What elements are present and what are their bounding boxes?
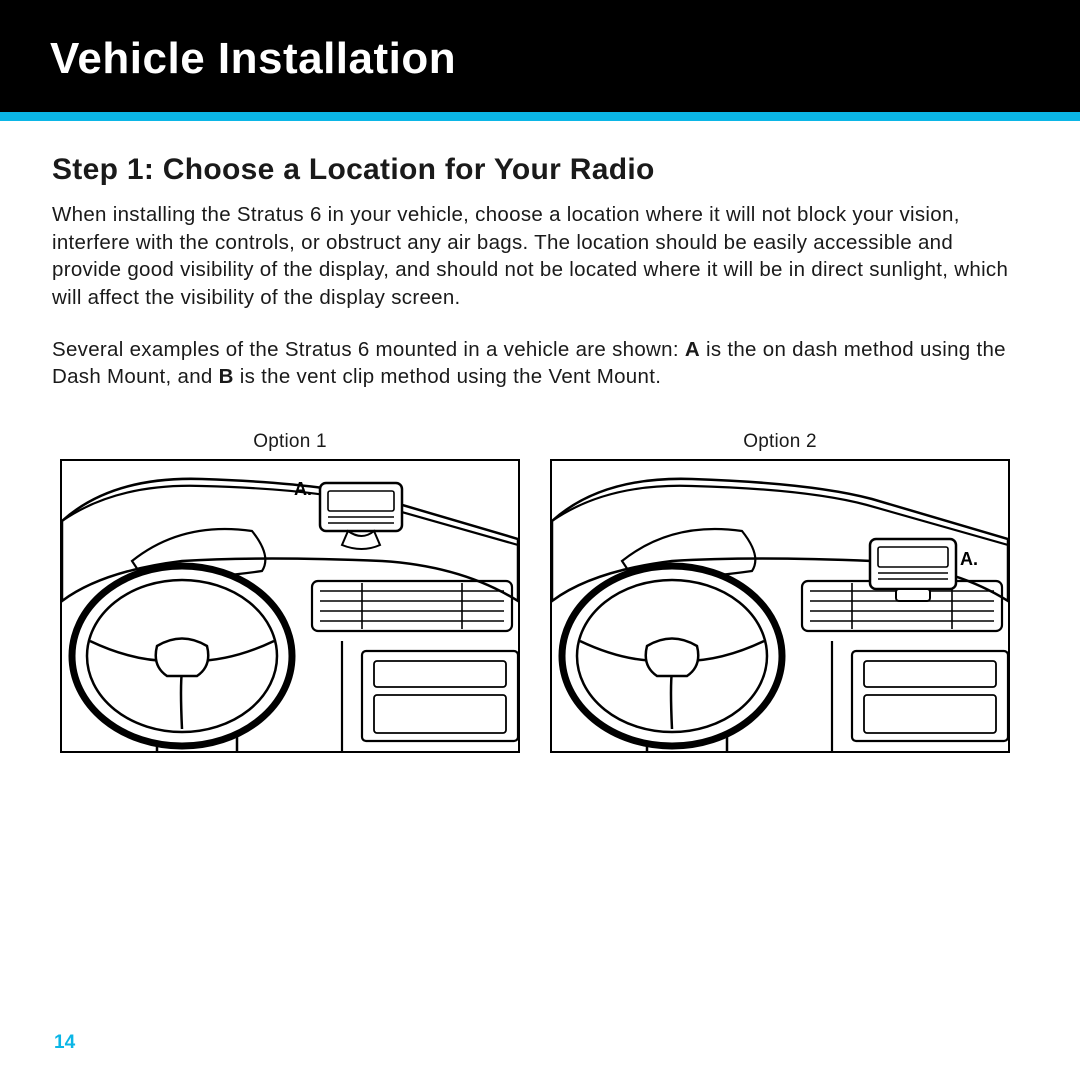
page-number: 14 xyxy=(54,1032,75,1054)
dashboard-illustration-2 xyxy=(552,461,1008,751)
figures-row: Option 1 A. xyxy=(52,431,1028,753)
figure-box-2: A. xyxy=(550,459,1010,753)
header-bar: Vehicle Installation xyxy=(0,0,1080,112)
radio-device-1 xyxy=(320,483,402,549)
dashboard-illustration-1 xyxy=(62,461,518,751)
para2-pre: Several examples of the Stratus 6 mounte… xyxy=(52,338,685,361)
figure-box-1: A. xyxy=(60,459,520,753)
figure-caption-1: Option 1 xyxy=(253,431,326,453)
para2-bold-b: B xyxy=(219,365,234,388)
paragraph-2: Several examples of the Stratus 6 mounte… xyxy=(52,336,1028,391)
figure-caption-2: Option 2 xyxy=(743,431,816,453)
figure-option-1: Option 1 A. xyxy=(60,431,520,753)
page-title: Vehicle Installation xyxy=(50,34,1080,84)
callout-label-a-1: A. xyxy=(294,479,312,500)
paragraph-1: When installing the Stratus 6 in your ve… xyxy=(52,201,1028,312)
para2-bold-a: A xyxy=(685,338,700,361)
callout-label-a-2: A. xyxy=(960,549,978,570)
step-heading: Step 1: Choose a Location for Your Radio xyxy=(52,153,1028,187)
content-area: Step 1: Choose a Location for Your Radio… xyxy=(0,121,1080,753)
figure-option-2: Option 2 A. xyxy=(550,431,1010,753)
accent-divider xyxy=(0,112,1080,121)
para2-post: is the vent clip method using the Vent M… xyxy=(234,365,661,388)
